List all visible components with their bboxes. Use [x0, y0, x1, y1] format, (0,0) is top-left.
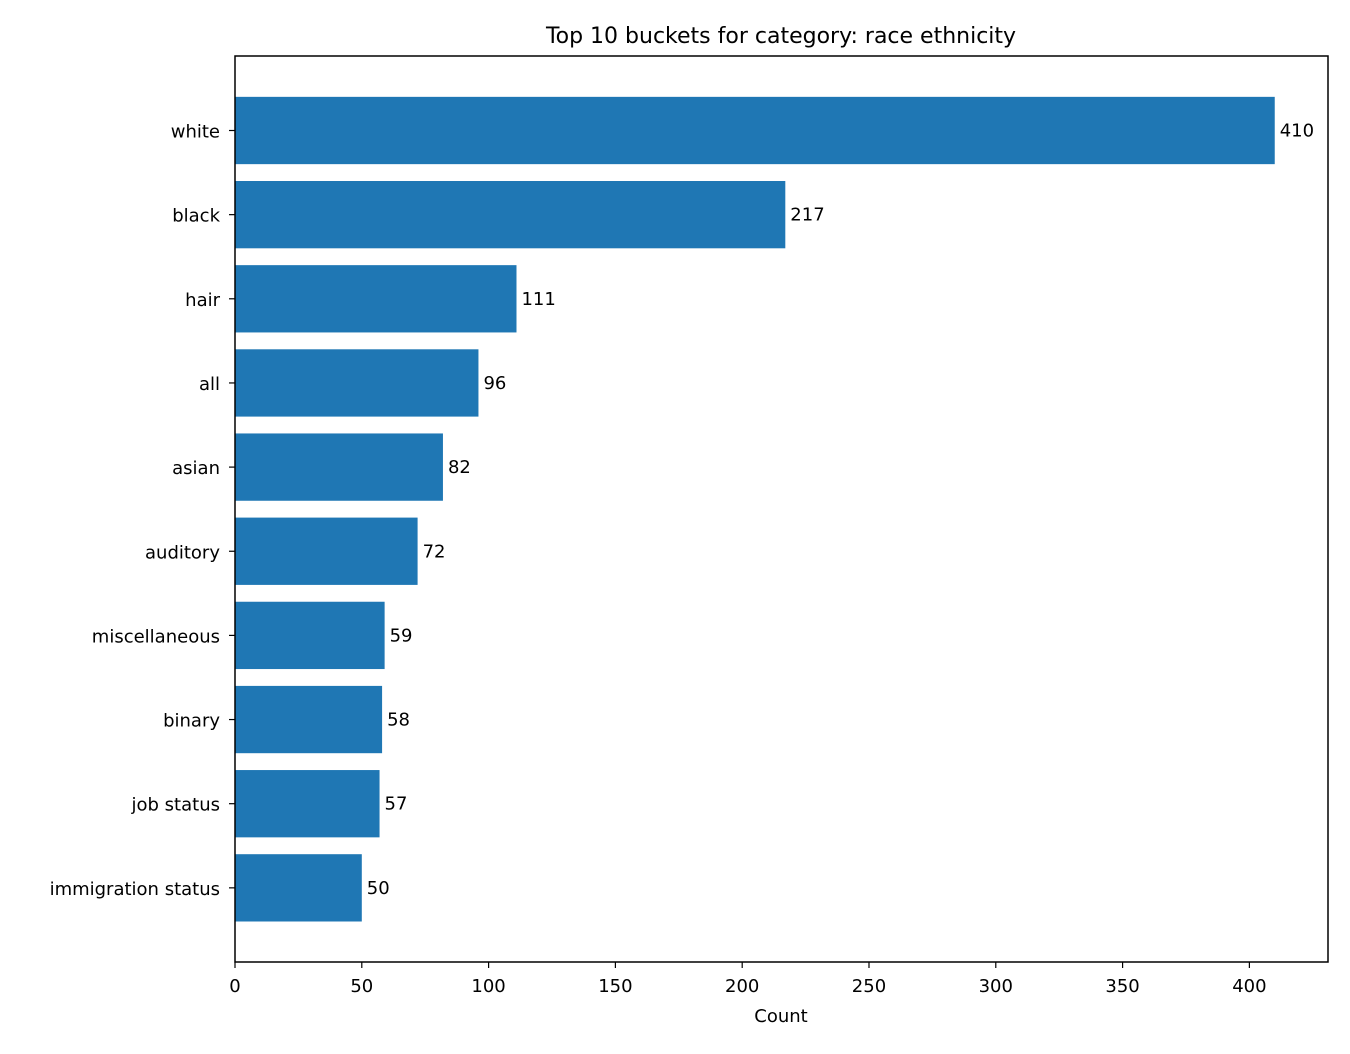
- y-tick-label: binary: [163, 711, 220, 732]
- data-label: 57: [385, 794, 408, 815]
- bar-binary: [235, 685, 383, 754]
- bar-black: [235, 181, 786, 249]
- y-tick-label: all: [199, 374, 220, 395]
- data-label: 72: [423, 541, 446, 562]
- y-tick-label: hair: [185, 290, 220, 311]
- y-tick-label: miscellaneous: [92, 626, 220, 647]
- bar-job-status: [235, 770, 380, 838]
- data-label: 82: [448, 457, 471, 478]
- x-tick-label: 350: [1105, 976, 1139, 997]
- x-tick-label: 250: [852, 976, 886, 997]
- bar-white: [235, 96, 1275, 165]
- bar-all: [235, 349, 479, 417]
- data-label: 217: [790, 205, 824, 226]
- plot-frame: [234, 55, 1329, 963]
- x-tick-label: 100: [471, 976, 505, 997]
- bar-miscellaneous: [235, 601, 385, 670]
- x-tick-label: 200: [725, 976, 759, 997]
- x-tick-label: 0: [229, 976, 240, 997]
- y-tick-label: white: [171, 122, 220, 143]
- y-tick-label: immigration status: [50, 879, 220, 900]
- data-label: 96: [483, 373, 506, 394]
- x-tick-label: 50: [350, 976, 373, 997]
- data-label: 58: [387, 710, 410, 731]
- x-tick-label: 300: [979, 976, 1013, 997]
- bar-hair: [235, 265, 517, 333]
- data-label: 111: [521, 289, 555, 310]
- y-tick-label: job status: [131, 795, 220, 816]
- data-label: 410: [1280, 121, 1314, 142]
- y-axis-ticks: white black hair all asian auditory miscellane…: [50, 122, 235, 900]
- y-tick-label: auditory: [145, 542, 220, 563]
- data-label: 50: [367, 878, 390, 899]
- x-tick-label: 150: [598, 976, 632, 997]
- chart-title: Top 10 buckets for category: race ethnic…: [545, 24, 1016, 49]
- x-axis-ticks: 0 50 100 150 200 250 300 350 400: [229, 962, 1267, 997]
- y-tick-label: asian: [172, 458, 220, 479]
- bar-auditory: [235, 517, 418, 585]
- x-tick-label: 400: [1232, 976, 1266, 997]
- bars-group: [235, 96, 1275, 922]
- bar-asian: [235, 433, 443, 501]
- data-label: 59: [390, 625, 413, 646]
- y-tick-label: black: [172, 206, 220, 227]
- x-axis-label: Count: [754, 1006, 807, 1027]
- data-labels-group: 410 217 111 96 82 72 59 58 57 50: [367, 121, 1314, 899]
- bar-immigration-status: [235, 854, 362, 922]
